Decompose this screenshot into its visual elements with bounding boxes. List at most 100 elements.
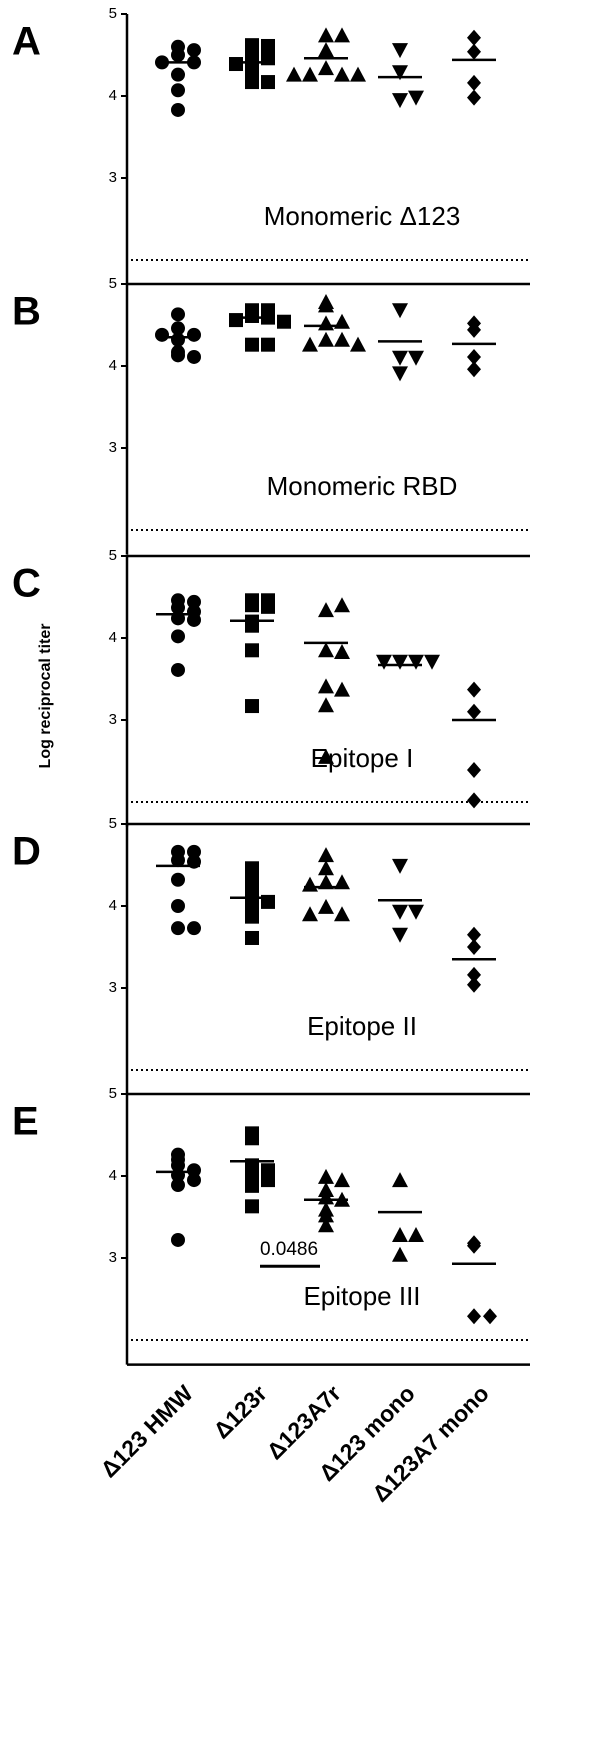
dot	[350, 66, 366, 82]
dot	[245, 643, 259, 658]
dot	[302, 66, 318, 82]
dot	[392, 1172, 408, 1188]
dot	[467, 315, 481, 332]
dot	[187, 612, 201, 627]
dot	[171, 1158, 185, 1173]
panel-title: Monomeric Δ123	[264, 201, 461, 231]
dot	[318, 297, 334, 313]
dot	[229, 57, 243, 72]
dot	[467, 89, 481, 106]
dot	[392, 1227, 408, 1243]
dot	[302, 906, 318, 922]
dot	[334, 66, 350, 82]
x-tick-label: Δ123r	[208, 1380, 272, 1444]
dot	[171, 1232, 185, 1247]
dot	[318, 331, 334, 347]
dot	[408, 90, 424, 106]
dot	[245, 1126, 259, 1141]
dot	[302, 336, 318, 352]
y-tick-label: 4	[109, 87, 117, 104]
dot	[483, 1308, 497, 1325]
y-tick-label: 5	[109, 1085, 117, 1102]
dot	[318, 678, 334, 694]
significance-label: 0.0486	[260, 1239, 318, 1260]
dot	[467, 361, 481, 378]
dot	[171, 899, 185, 913]
dot	[350, 336, 366, 352]
y-tick-label: 5	[109, 547, 117, 564]
dot	[467, 762, 481, 779]
dot	[392, 65, 408, 81]
dot	[392, 858, 408, 874]
dot	[286, 66, 302, 82]
dot	[171, 321, 185, 336]
dot	[187, 1173, 201, 1188]
y-tick-label: 5	[109, 275, 117, 292]
dot	[277, 314, 291, 329]
dot	[245, 337, 259, 352]
dot	[245, 1168, 259, 1183]
dot	[318, 697, 334, 713]
panel-label: D	[12, 830, 41, 874]
dot	[318, 1217, 334, 1233]
dot	[171, 1178, 185, 1193]
dot	[171, 600, 185, 615]
x-tick-label: Δ123 HMW	[95, 1380, 198, 1483]
dot	[187, 594, 201, 609]
dot	[467, 43, 481, 60]
dot	[334, 597, 350, 613]
dot	[376, 654, 392, 670]
dot	[171, 921, 185, 936]
dot	[318, 642, 334, 658]
dot	[171, 662, 185, 677]
y-tick-label: 3	[109, 1249, 117, 1266]
dot	[392, 1246, 408, 1262]
dot	[318, 42, 334, 58]
dot	[318, 748, 334, 764]
dot	[261, 1173, 275, 1188]
dot	[171, 348, 185, 363]
dot	[245, 618, 259, 633]
dot	[187, 921, 201, 936]
dot	[334, 874, 350, 890]
y-tick-label: 5	[109, 5, 117, 22]
dot	[171, 102, 185, 117]
dot	[392, 303, 408, 319]
dot	[155, 327, 169, 342]
y-tick-label: 4	[109, 629, 117, 646]
y-axis-label: Log reciprocal titer	[37, 624, 54, 769]
dot	[467, 29, 481, 46]
dot	[171, 307, 185, 322]
panel-label: B	[12, 290, 41, 334]
dot	[171, 853, 185, 868]
panel-title: Epitope II	[307, 1011, 417, 1041]
y-tick-label: 3	[109, 711, 117, 728]
dot	[392, 93, 408, 109]
dot	[245, 872, 259, 887]
dot	[392, 904, 408, 920]
dot	[245, 861, 259, 876]
dot	[467, 792, 481, 809]
y-tick-label: 4	[109, 897, 117, 914]
dot	[467, 1235, 481, 1252]
panel-title: Epitope III	[303, 1281, 420, 1311]
dot	[334, 681, 350, 697]
dot	[467, 348, 481, 365]
dot	[392, 350, 408, 366]
panel-label: E	[12, 1100, 39, 1144]
y-tick-label: 4	[109, 1167, 117, 1184]
dot	[318, 602, 334, 618]
dot	[245, 38, 259, 53]
dot	[171, 332, 185, 347]
dot	[245, 1178, 259, 1193]
y-tick-label: 4	[109, 357, 117, 374]
dot	[261, 337, 275, 352]
dot	[467, 703, 481, 720]
y-tick-label: 3	[109, 169, 117, 186]
dot	[245, 75, 259, 90]
dot	[334, 906, 350, 922]
dot	[467, 926, 481, 943]
dot	[261, 75, 275, 90]
y-tick-label: 3	[109, 979, 117, 996]
dot	[392, 366, 408, 382]
